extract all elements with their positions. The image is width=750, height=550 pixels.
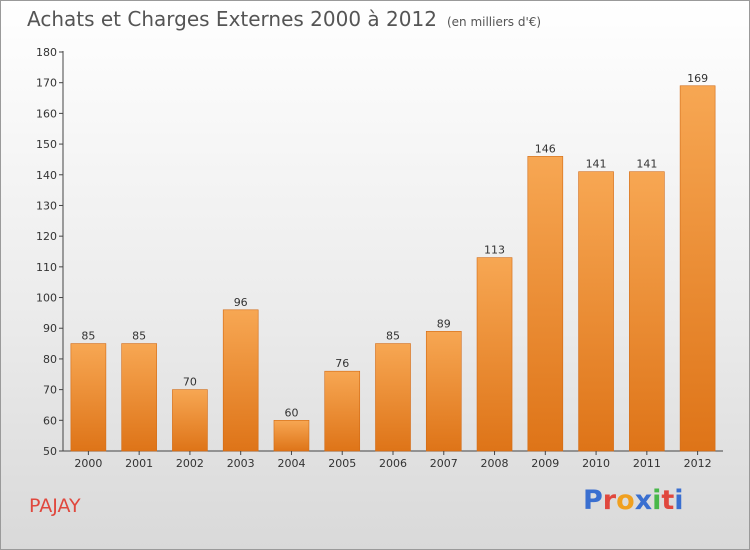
bar bbox=[172, 389, 208, 452]
bar bbox=[679, 85, 716, 452]
data-label: 89 bbox=[437, 317, 451, 330]
logo-letter: t bbox=[661, 485, 675, 516]
x-tick-label: 2005 bbox=[328, 457, 356, 470]
y-tick-label: 50 bbox=[43, 445, 57, 458]
bar bbox=[578, 171, 614, 452]
data-label: 96 bbox=[234, 296, 248, 309]
x-tick-label: 2004 bbox=[277, 457, 305, 470]
logo-letter: r bbox=[602, 485, 617, 516]
y-tick-label: 60 bbox=[43, 414, 57, 427]
bar bbox=[425, 330, 462, 452]
data-label: 146 bbox=[535, 142, 556, 155]
y-tick-label: 100 bbox=[36, 292, 57, 305]
logo-letter: P bbox=[583, 485, 603, 516]
bar bbox=[121, 343, 157, 452]
y-tick-label: 80 bbox=[43, 353, 57, 366]
chart-title: Achats et Charges Externes 2000 à 2012 (e… bbox=[27, 7, 541, 31]
x-tick-label: 2012 bbox=[684, 457, 712, 470]
data-label: 113 bbox=[484, 244, 505, 257]
logo-letter: o bbox=[616, 485, 635, 516]
data-label: 70 bbox=[183, 376, 197, 389]
y-tick-label: 90 bbox=[43, 322, 57, 335]
data-label: 60 bbox=[284, 406, 298, 419]
data-label: 76 bbox=[335, 357, 349, 370]
data-label: 169 bbox=[687, 72, 708, 85]
y-tick-label: 140 bbox=[36, 169, 57, 182]
commune-name: PAJAY bbox=[29, 495, 81, 517]
bar bbox=[527, 156, 564, 452]
y-tick-label: 170 bbox=[36, 77, 57, 90]
y-tick-label: 120 bbox=[36, 230, 57, 243]
y-tick-label: 130 bbox=[36, 199, 57, 212]
y-tick-label: 180 bbox=[36, 46, 57, 59]
y-tick-label: 160 bbox=[36, 107, 57, 120]
x-tick-label: 2002 bbox=[176, 457, 204, 470]
x-tick-label: 2009 bbox=[531, 457, 559, 470]
logo-letter: x bbox=[634, 485, 653, 516]
logo-letter: i bbox=[674, 485, 684, 516]
x-tick-label: 2001 bbox=[125, 457, 153, 470]
data-label: 141 bbox=[636, 158, 657, 171]
bar bbox=[273, 420, 310, 452]
bar bbox=[70, 343, 107, 452]
bar bbox=[629, 171, 665, 452]
chart-subtitle: (en milliers d'€) bbox=[446, 15, 542, 29]
x-tick-label: 2003 bbox=[227, 457, 255, 470]
x-tick-label: 2008 bbox=[481, 457, 509, 470]
chart-title-text: Achats et Charges Externes 2000 à 2012 bbox=[27, 7, 437, 31]
x-tick-label: 2006 bbox=[379, 457, 407, 470]
data-label: 85 bbox=[386, 330, 400, 343]
y-tick-label: 70 bbox=[43, 384, 57, 397]
data-label: 85 bbox=[81, 330, 95, 343]
x-tick-label: 2000 bbox=[74, 457, 102, 470]
x-tick-label: 2007 bbox=[430, 457, 458, 470]
bar bbox=[375, 343, 411, 452]
bar bbox=[324, 370, 361, 452]
y-tick-label: 150 bbox=[36, 138, 57, 151]
y-tick-label: 110 bbox=[36, 261, 57, 274]
proxiti-logo: Proxiti bbox=[583, 485, 684, 516]
data-label: 141 bbox=[586, 158, 607, 171]
data-label: 85 bbox=[132, 330, 146, 343]
x-tick-label: 2010 bbox=[582, 457, 610, 470]
logo-letter: i bbox=[652, 485, 662, 516]
x-tick-label: 2011 bbox=[633, 457, 661, 470]
bar bbox=[222, 309, 259, 452]
bar bbox=[476, 257, 513, 452]
